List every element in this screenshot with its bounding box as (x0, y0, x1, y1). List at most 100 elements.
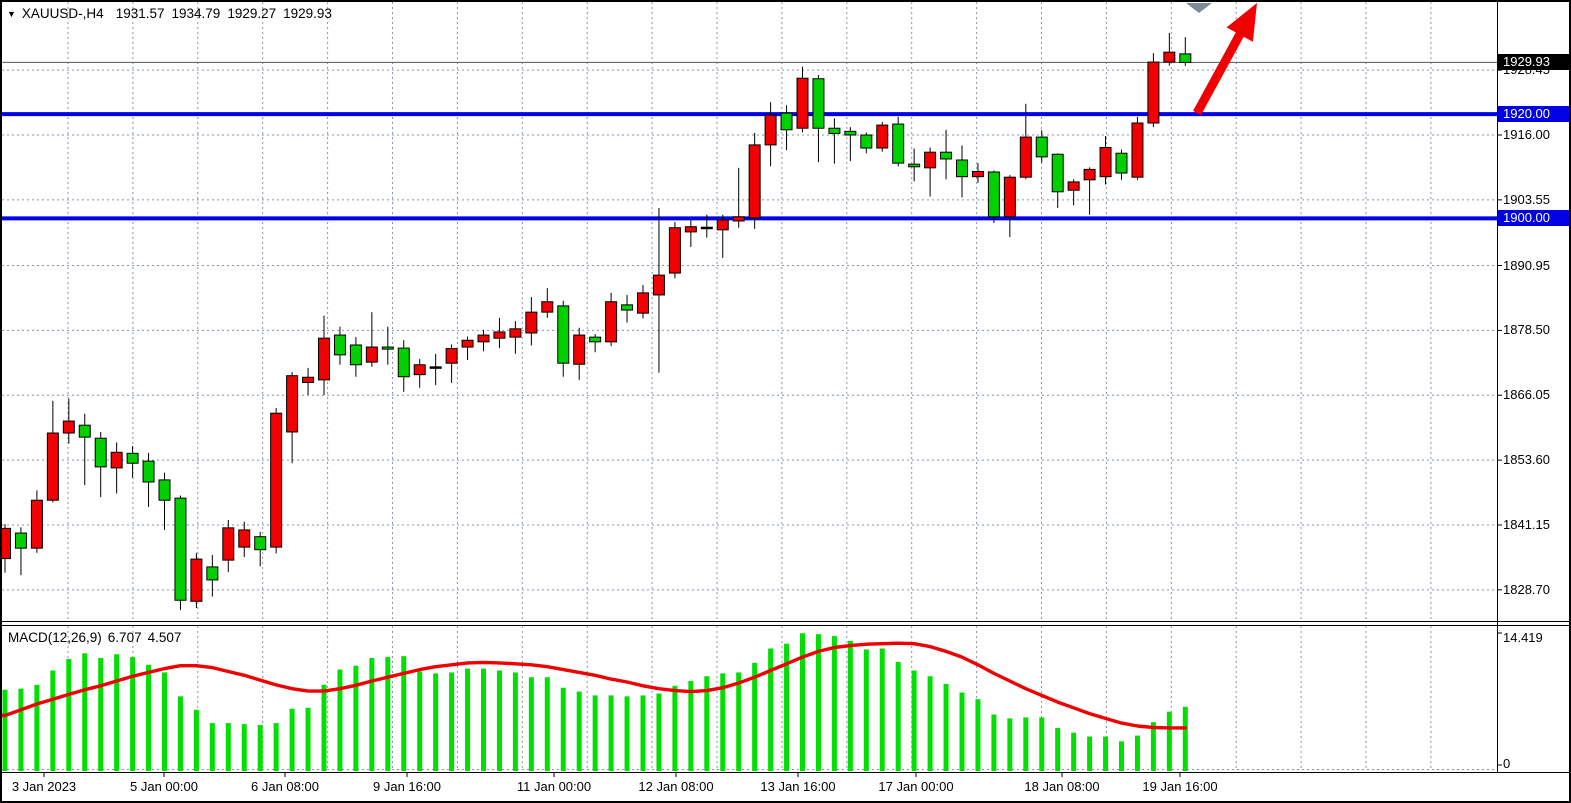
macd-histogram-bar (1103, 736, 1109, 771)
candle-body (1179, 53, 1192, 63)
candle-body (780, 112, 793, 131)
macd-histogram-bar (704, 676, 710, 771)
indicator-label: MACD(12,26,9) 6.707 4.507 (8, 630, 187, 645)
candle-body (445, 348, 458, 364)
candle-body (621, 304, 634, 311)
macd-histogram-bar (895, 661, 901, 771)
candle-body (110, 451, 123, 469)
macd-histogram-bar (417, 671, 423, 771)
macd-histogram-bar (2, 689, 8, 771)
macd-histogram-bar (800, 633, 805, 771)
macd-histogram-bar (975, 699, 981, 771)
candle-body (14, 532, 27, 549)
collapse-triangle-icon[interactable]: ▼ (7, 8, 16, 19)
symbol-period-label: XAUUSD-,H4 (21, 6, 104, 21)
candle-body (78, 424, 91, 438)
macd-histogram-bar (82, 653, 88, 771)
candle-body (812, 78, 825, 129)
candle-body (270, 412, 283, 548)
macd-histogram-bar (688, 681, 694, 771)
candle-body (365, 346, 378, 363)
trend-arrow-head[interactable] (1226, 3, 1257, 42)
macd-histogram-bar (1039, 717, 1045, 771)
macd-histogram-bar (209, 723, 215, 771)
macd-histogram-bar (146, 664, 152, 771)
price-axis-label: 1916.00 (1503, 127, 1550, 142)
time-axis-label: 13 Jan 16:00 (760, 779, 836, 794)
macd-histogram-bar (177, 696, 183, 771)
macd-histogram-bar (624, 696, 630, 771)
macd-histogram-bar (369, 658, 375, 771)
price-axis-label: 1828.70 (1503, 581, 1550, 597)
candle-body (1067, 181, 1080, 191)
macd-histogram-bar (879, 648, 885, 771)
macd-histogram-bar (18, 688, 24, 771)
candle-body (1131, 122, 1144, 178)
macd-histogram-bar (130, 657, 136, 771)
macd-histogram-bar (496, 670, 502, 771)
macd-histogram-bar (353, 665, 359, 771)
candle-body (860, 134, 873, 149)
candle-body (637, 292, 649, 314)
candle-body (940, 151, 953, 160)
candle-body (509, 328, 522, 338)
object-anchor-marker-icon[interactable] (1186, 3, 1212, 13)
candle-body (349, 344, 362, 366)
candle-body (748, 144, 761, 219)
candle-body (764, 114, 777, 146)
macd-histogram-bar (321, 684, 327, 771)
quote-high: 1934.79 (171, 6, 221, 21)
macd-signal-line (0, 641, 1188, 730)
price-axis-label: 1853.60 (1503, 452, 1550, 468)
macd-histogram-bar (943, 683, 949, 771)
candle-body (956, 159, 968, 178)
macd-histogram-bar (1087, 736, 1093, 771)
macd-histogram-bar (1134, 735, 1140, 771)
macd-histogram-bar (66, 659, 72, 771)
candle-body (477, 334, 490, 343)
candle-body (908, 163, 921, 168)
indicator-name: MACD(12,26,9) (8, 630, 102, 645)
candle-body (413, 364, 426, 376)
candle-body (557, 305, 570, 364)
candle-body (1051, 153, 1064, 193)
time-axis-label: 11 Jan 00:00 (516, 779, 592, 794)
candle-body (1163, 51, 1176, 63)
candle-body (1147, 61, 1160, 124)
candle-body (190, 558, 203, 602)
candle-body (684, 226, 697, 233)
candle-body (541, 301, 554, 313)
candle-body (62, 420, 75, 434)
candle-body (1019, 136, 1032, 178)
macd-histogram-bar (720, 673, 726, 771)
quote-open: 1931.57 (115, 6, 165, 21)
candle-body (732, 216, 745, 222)
candle-body (716, 219, 729, 231)
macd-histogram-bar (162, 672, 167, 771)
candle-body (828, 127, 841, 134)
candle-body (238, 529, 251, 548)
macd-histogram-bar (465, 668, 471, 771)
time-axis-label: 12 Jan 08:00 (638, 779, 714, 794)
trend-arrow-shaft[interactable] (1193, 27, 1247, 116)
macd-histogram-bar (512, 672, 518, 771)
macd-histogram-bar (401, 656, 407, 771)
macd-histogram-bar (815, 634, 821, 771)
indicator-main-value: 6.707 (107, 630, 142, 645)
macd-axis-min-label: 0 (1503, 756, 1511, 771)
macd-histogram-bar (544, 677, 550, 771)
candle-body (174, 497, 187, 601)
candle-body (605, 301, 618, 343)
price-axis-label: 1878.50 (1503, 322, 1550, 338)
macd-histogram-bar (863, 649, 869, 771)
macd-histogram-bar (1007, 718, 1013, 771)
macd-histogram-bar (911, 670, 917, 771)
candle-body (525, 311, 538, 334)
macd-histogram-bar (337, 669, 343, 771)
candle-body (700, 226, 713, 230)
macd-histogram-bar (640, 695, 646, 771)
macd-histogram-bar (736, 672, 742, 771)
